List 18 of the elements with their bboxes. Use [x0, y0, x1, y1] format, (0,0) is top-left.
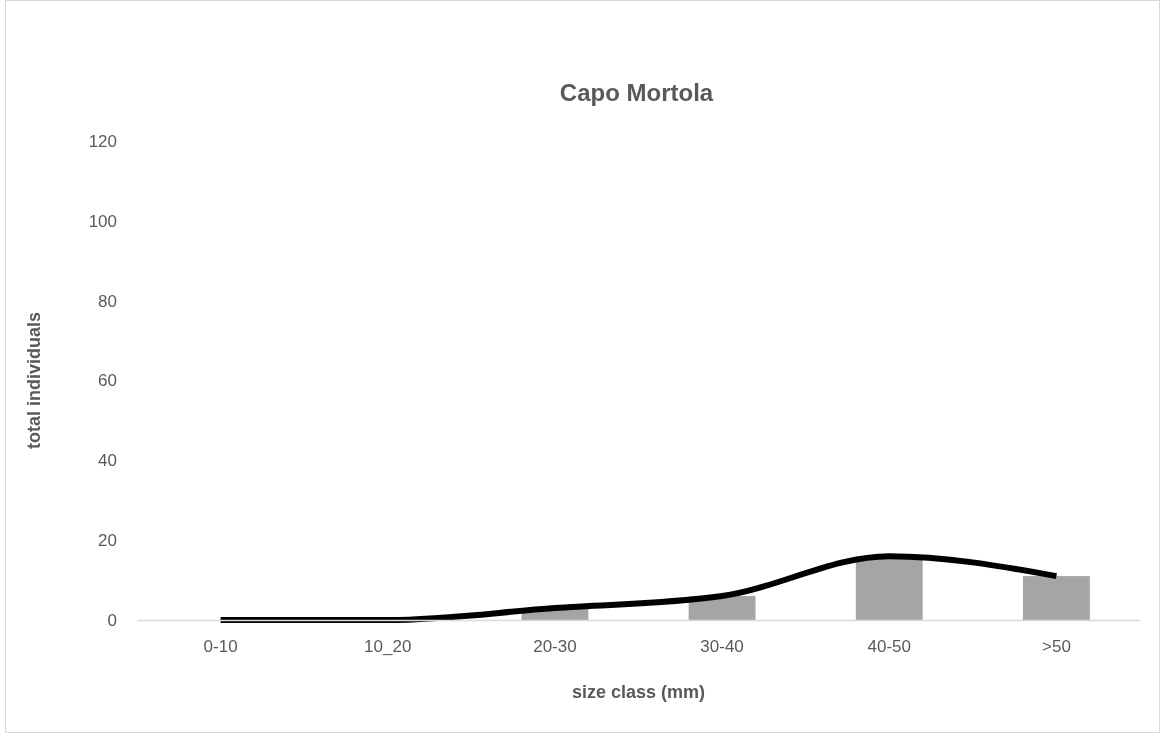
y-axis-title: total individuals	[24, 311, 44, 450]
x-tick-label: 40-50	[867, 637, 911, 657]
y-tick-label: 20	[98, 531, 117, 551]
bar	[1022, 576, 1090, 620]
y-tick-label: 80	[98, 291, 117, 311]
chart-title: Capo Mortola	[559, 79, 714, 106]
x-tick-label: 30-40	[700, 637, 744, 657]
y-tick-label: 60	[98, 371, 117, 391]
y-tick-label: 100	[88, 211, 117, 231]
y-tick-label: 40	[98, 451, 117, 471]
x-tick-label: 10_20	[364, 637, 412, 657]
bar	[855, 556, 923, 620]
x-tick-label: 20-30	[533, 637, 577, 657]
x-axis-title: size class (mm)	[571, 682, 706, 702]
x-tick-label: >50	[1041, 637, 1071, 657]
y-tick-label: 120	[88, 131, 117, 151]
y-tick-label: 0	[107, 610, 117, 630]
x-tick-label: 0-10	[203, 637, 238, 657]
